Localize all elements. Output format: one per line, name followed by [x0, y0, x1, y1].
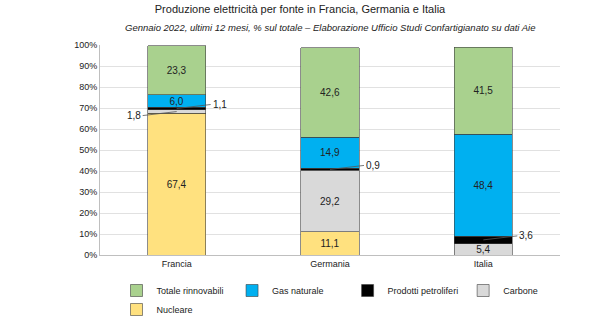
svg-text:11,1: 11,1	[320, 238, 339, 249]
svg-text:14,9: 14,9	[320, 147, 340, 158]
svg-text:0,9: 0,9	[366, 160, 380, 171]
svg-text:5,4: 5,4	[476, 244, 490, 255]
svg-text:Germania: Germania	[310, 259, 350, 269]
svg-text:1,1: 1,1	[213, 99, 227, 110]
svg-text:0%: 0%	[84, 250, 97, 260]
svg-text:Gennaio 2022, ultimi 12 mesi,: Gennaio 2022, ultimi 12 mesi, % sul tota…	[125, 22, 536, 33]
svg-text:6,0: 6,0	[169, 96, 183, 107]
svg-text:Francia: Francia	[162, 259, 192, 269]
svg-text:60%: 60%	[79, 124, 97, 134]
svg-text:3,6: 3,6	[519, 230, 533, 241]
svg-text:70%: 70%	[79, 103, 97, 113]
svg-text:50%: 50%	[79, 145, 97, 155]
svg-text:23,3: 23,3	[167, 65, 187, 76]
svg-text:Italia: Italia	[474, 259, 493, 269]
svg-text:20%: 20%	[79, 208, 97, 218]
svg-text:Carbone: Carbone	[503, 286, 538, 296]
svg-text:30%: 30%	[79, 187, 97, 197]
svg-text:80%: 80%	[79, 82, 97, 92]
svg-text:67,4: 67,4	[167, 179, 187, 190]
svg-text:1,8: 1,8	[127, 110, 141, 121]
svg-text:48,4: 48,4	[473, 180, 493, 191]
svg-text:90%: 90%	[79, 61, 97, 71]
svg-text:41,5: 41,5	[473, 85, 493, 96]
svg-text:40%: 40%	[79, 166, 97, 176]
svg-text:Gas naturale: Gas naturale	[272, 286, 324, 296]
svg-text:29,2: 29,2	[320, 196, 340, 207]
svg-text:10%: 10%	[79, 229, 97, 239]
svg-text:42,6: 42,6	[320, 87, 340, 98]
svg-text:Totale rinnovabili: Totale rinnovabili	[157, 286, 224, 296]
svg-text:Produzione elettricità per fon: Produzione elettricità per fonte in Fran…	[155, 3, 446, 15]
svg-text:Nucleare: Nucleare	[157, 305, 193, 315]
svg-text:100%: 100%	[74, 40, 97, 50]
svg-text:Prodotti petroliferi: Prodotti petroliferi	[388, 286, 459, 296]
